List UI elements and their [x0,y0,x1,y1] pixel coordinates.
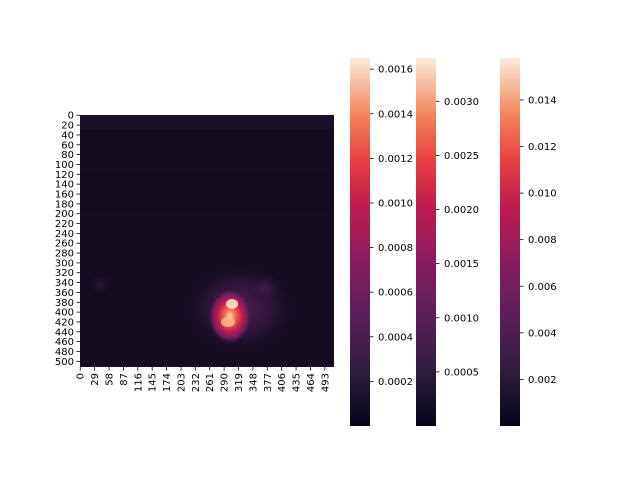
y-tick-label: 340 [55,278,74,289]
colorbars: 0.0002 0.0004 0.0006 0.0008 0.0010 0.0012 0.00… [350,58,557,426]
side-blob-left [86,273,114,297]
hotspot-peak-upper [226,299,238,309]
x-tick-label: 435 [292,373,303,392]
x-tick-label: 493 [320,373,331,392]
y-axis-ticks: 0204060801001201401601802002202402602803… [55,111,80,368]
y-tick-label: 320 [55,268,74,279]
y-tick-label: 40 [61,130,74,141]
y-tick-label: 280 [55,249,74,260]
x-tick-label: 290 [220,373,231,392]
y-tick-label: 440 [55,327,74,338]
y-tick-label: 300 [55,258,74,269]
x-tick-label: 319 [234,373,245,392]
x-tick-label: 348 [248,373,259,392]
hotspot [208,288,252,344]
y-tick-label: 380 [55,298,74,309]
x-tick-label: 406 [277,373,288,392]
colorbar-tick-label: 0.0014 [378,109,413,120]
colorbar-tick-label: 0.0010 [378,198,413,209]
colorbar-tick-label: 0.0012 [378,154,413,165]
x-tick-label: 377 [263,373,274,392]
x-axis-ticks: 0 29 58 87 116 145 174 203 232 261 290 319 348 377 406… [76,367,331,392]
colorbar-tick-label: 0.0006 [378,288,413,299]
colorbar-tick-label: 0.0008 [378,243,413,254]
x-tick-label: 174 [162,373,173,392]
colorbar-2 [416,58,436,426]
y-tick-label: 100 [55,160,74,171]
colorbar-tick-label: 0.0015 [444,259,479,270]
colorbar-tick-label: 0.0030 [444,97,479,108]
x-tick-label: 145 [148,373,159,392]
colorbar-tick-label: 0.0002 [378,377,413,388]
x-tick-label: 232 [191,373,202,392]
y-tick-label: 20 [61,121,74,132]
y-tick-label: 360 [55,288,74,299]
y-tick-label: 200 [55,209,74,220]
heatmap: 0204060801001201401601802002202402602803… [55,111,334,392]
x-tick-label: 261 [205,373,216,392]
y-tick-label: 500 [55,357,74,368]
x-tick-label: 58 [105,373,116,386]
y-tick-label: 420 [55,317,74,328]
colorbar-3 [500,58,520,426]
colorbar-1 [350,58,370,426]
x-tick-label: 87 [119,373,130,386]
x-tick-label: 203 [176,373,187,392]
y-tick-label: 480 [55,347,74,358]
x-tick-label: 116 [133,373,144,392]
colorbar-tick-label: 0.0005 [444,367,479,378]
y-tick-label: 140 [55,180,74,191]
y-tick-label: 0 [68,111,74,122]
hotspot-peak-lower [221,317,235,327]
colorbar-tick-label: 0.008 [528,235,557,246]
colorbar-tick-label: 0.0010 [444,313,479,324]
y-tick-label: 180 [55,199,74,210]
colorbar-tick-label: 0.002 [528,375,557,386]
colorbar-tick-label: 0.0020 [444,205,479,216]
y-tick-label: 60 [61,140,74,151]
colorbar-tick-label: 0.0016 [378,65,413,76]
colorbar-tick-label: 0.014 [528,95,557,106]
y-tick-label: 120 [55,170,74,181]
y-tick-label: 400 [55,308,74,319]
y-tick-label: 240 [55,229,74,240]
y-tick-label: 220 [55,219,74,230]
colorbar-tick-label: 0.006 [528,282,557,293]
colorbar-tick-label: 0.010 [528,189,557,200]
y-tick-label: 160 [55,189,74,200]
side-blob [247,272,283,304]
x-tick-label: 0 [76,373,87,379]
colorbar-tick-label: 0.004 [528,328,557,339]
colorbar-tick-label: 0.012 [528,142,557,153]
y-tick-label: 260 [55,239,74,250]
colorbar-tick-label: 0.0025 [444,151,479,162]
x-tick-label: 464 [306,373,317,392]
colorbar-tick-label: 0.0004 [378,332,413,343]
y-tick-label: 460 [55,337,74,348]
y-tick-label: 80 [61,150,74,161]
x-tick-label: 29 [90,373,101,386]
